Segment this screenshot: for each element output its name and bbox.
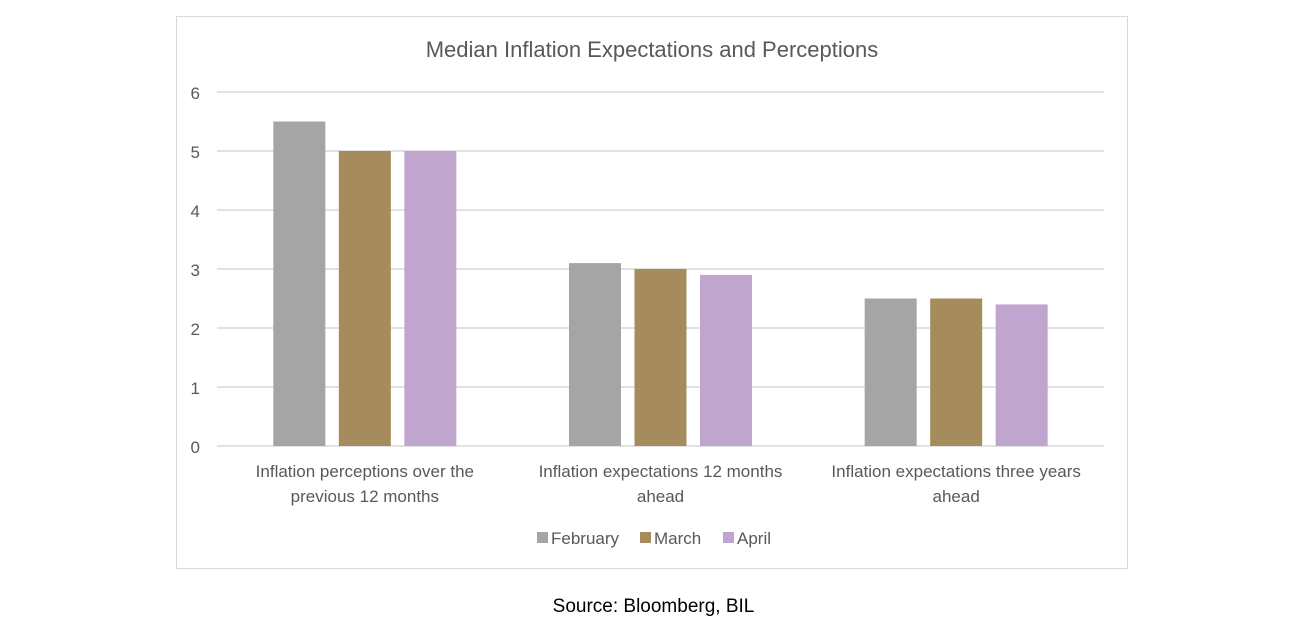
bar-april-0 [404, 151, 457, 446]
y-tick-label: 6 [191, 84, 200, 103]
chart-title: Median Inflation Expectations and Percep… [426, 37, 879, 62]
y-tick-label: 0 [191, 438, 200, 457]
x-category-label: ahead [637, 487, 684, 506]
y-tick-label: 2 [191, 320, 200, 339]
y-tick-label: 4 [191, 202, 200, 221]
source-note: Source: Bloomberg, BIL [552, 596, 755, 617]
x-category-label: Inflation perceptions over the [256, 462, 474, 481]
legend-label-april: April [737, 529, 771, 548]
y-axis-ticks: 0 1 2 3 4 5 6 [191, 84, 200, 457]
legend-label-march: March [654, 529, 701, 548]
x-category-label: ahead [933, 487, 980, 506]
bar-february-2 [864, 298, 917, 446]
legend: February March April [537, 529, 771, 548]
bar-march-2 [930, 298, 983, 446]
legend-swatch-february [537, 532, 548, 543]
bars [273, 121, 1048, 446]
bar-march-1 [634, 269, 687, 446]
bar-april-2 [995, 304, 1048, 446]
legend-swatch-march [640, 532, 651, 543]
y-tick-label: 3 [191, 261, 200, 280]
x-category-label: previous 12 months [291, 487, 439, 506]
legend-label-february: February [551, 529, 620, 548]
bar-march-0 [338, 151, 391, 446]
bar-april-1 [700, 274, 752, 446]
bar-february-1 [569, 263, 621, 446]
bar-february-0 [273, 121, 326, 446]
legend-swatch-april [723, 532, 734, 543]
x-category-label: Inflation expectations 12 months [539, 462, 783, 481]
y-tick-label: 1 [191, 379, 200, 398]
x-category-label: Inflation expectations three years [831, 462, 1080, 481]
y-tick-label: 5 [191, 143, 200, 162]
x-axis-labels: Inflation perceptions over the previous 1… [256, 462, 1081, 506]
